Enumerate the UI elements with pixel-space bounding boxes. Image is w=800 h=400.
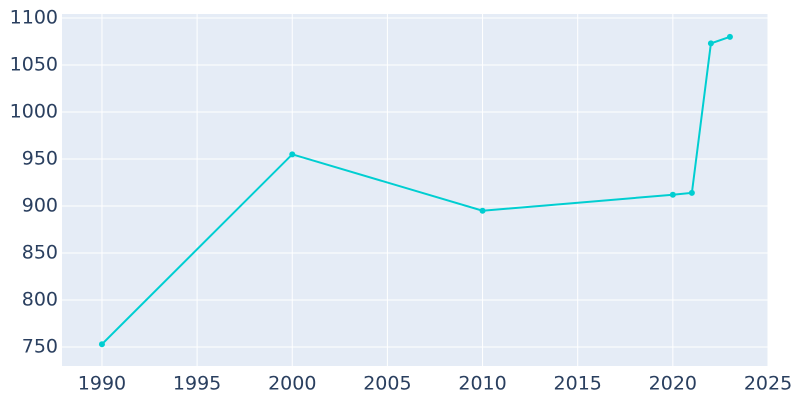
y-tick-label: 850	[22, 242, 58, 264]
point	[726, 33, 733, 40]
y-tick-label: 900	[22, 195, 58, 217]
point	[669, 191, 676, 198]
x-tick-label: 1995	[173, 373, 221, 395]
x-tick-label: 2000	[268, 373, 316, 395]
x-tick-label: 1990	[78, 373, 126, 395]
x-tick-label: 2020	[649, 373, 697, 395]
y-tick-label: 1000	[10, 101, 58, 123]
y-tick-label: 1100	[10, 7, 58, 29]
point	[289, 151, 296, 158]
point	[98, 341, 105, 348]
x-tick-label: 2025	[744, 373, 792, 395]
y-tick-label: 950	[22, 148, 58, 170]
point	[707, 40, 714, 47]
y-tick-label: 800	[22, 289, 58, 311]
x-tick-label: 2005	[363, 373, 411, 395]
x-tick-label: 2010	[458, 373, 506, 395]
point	[688, 189, 695, 196]
x-tick-label: 2015	[554, 373, 602, 395]
point	[479, 207, 486, 214]
y-tick-label: 1050	[10, 54, 58, 76]
y-tick-label: 750	[22, 336, 58, 358]
